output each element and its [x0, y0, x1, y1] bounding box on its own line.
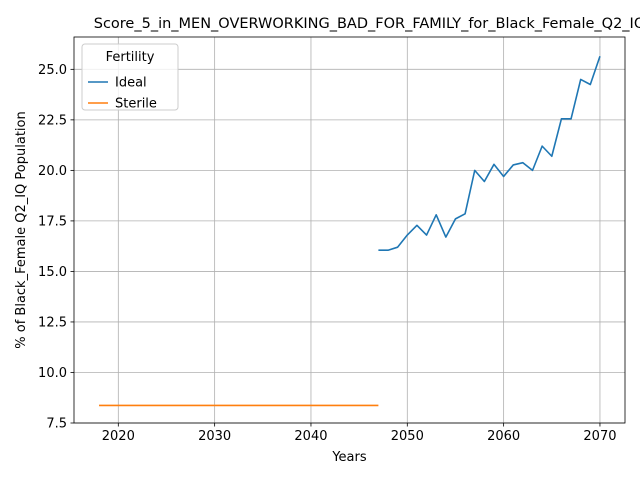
x-axis-label: Years: [331, 450, 367, 465]
chart-title: Score_5_in_MEN_OVERWORKING_BAD_FOR_FAMIL…: [94, 16, 640, 32]
y-tick-label: 15.0: [38, 265, 67, 280]
x-tick-label: 2020: [102, 429, 135, 444]
x-tick-label: 2070: [583, 429, 616, 444]
y-tick-label: 7.5: [46, 417, 67, 432]
legend-label-ideal: Ideal: [115, 76, 147, 91]
ticks: 2020 2030 2040 2050 2060 2070 7.5 10.0 12.5 15.0 1…: [38, 63, 616, 444]
y-tick-label: 25.0: [38, 63, 67, 78]
series-line-ideal: [378, 55, 601, 252]
x-tick-label: 2050: [391, 429, 424, 444]
y-tick-label: 22.5: [38, 113, 67, 128]
y-tick-label: 17.5: [38, 214, 67, 229]
plot-frame: [73, 36, 626, 424]
y-tick-label: 10.0: [38, 366, 67, 381]
legend: Fertility Ideal Sterile: [81, 43, 179, 112]
x-tick-label: 2030: [198, 429, 231, 444]
y-tick-label: 12.5: [38, 315, 67, 330]
grid: [74, 37, 625, 424]
legend-box: [81, 43, 179, 111]
y-tick-label: 20.0: [38, 164, 67, 179]
x-tick-label: 2040: [294, 429, 327, 444]
series-layer: [99, 55, 601, 407]
legend-title: Fertility: [106, 50, 155, 65]
x-tick-label: 2060: [487, 429, 520, 444]
y-axis-label: % of Black_Female Q2_IQ Population: [14, 111, 29, 348]
legend-label-sterile: Sterile: [115, 97, 157, 112]
